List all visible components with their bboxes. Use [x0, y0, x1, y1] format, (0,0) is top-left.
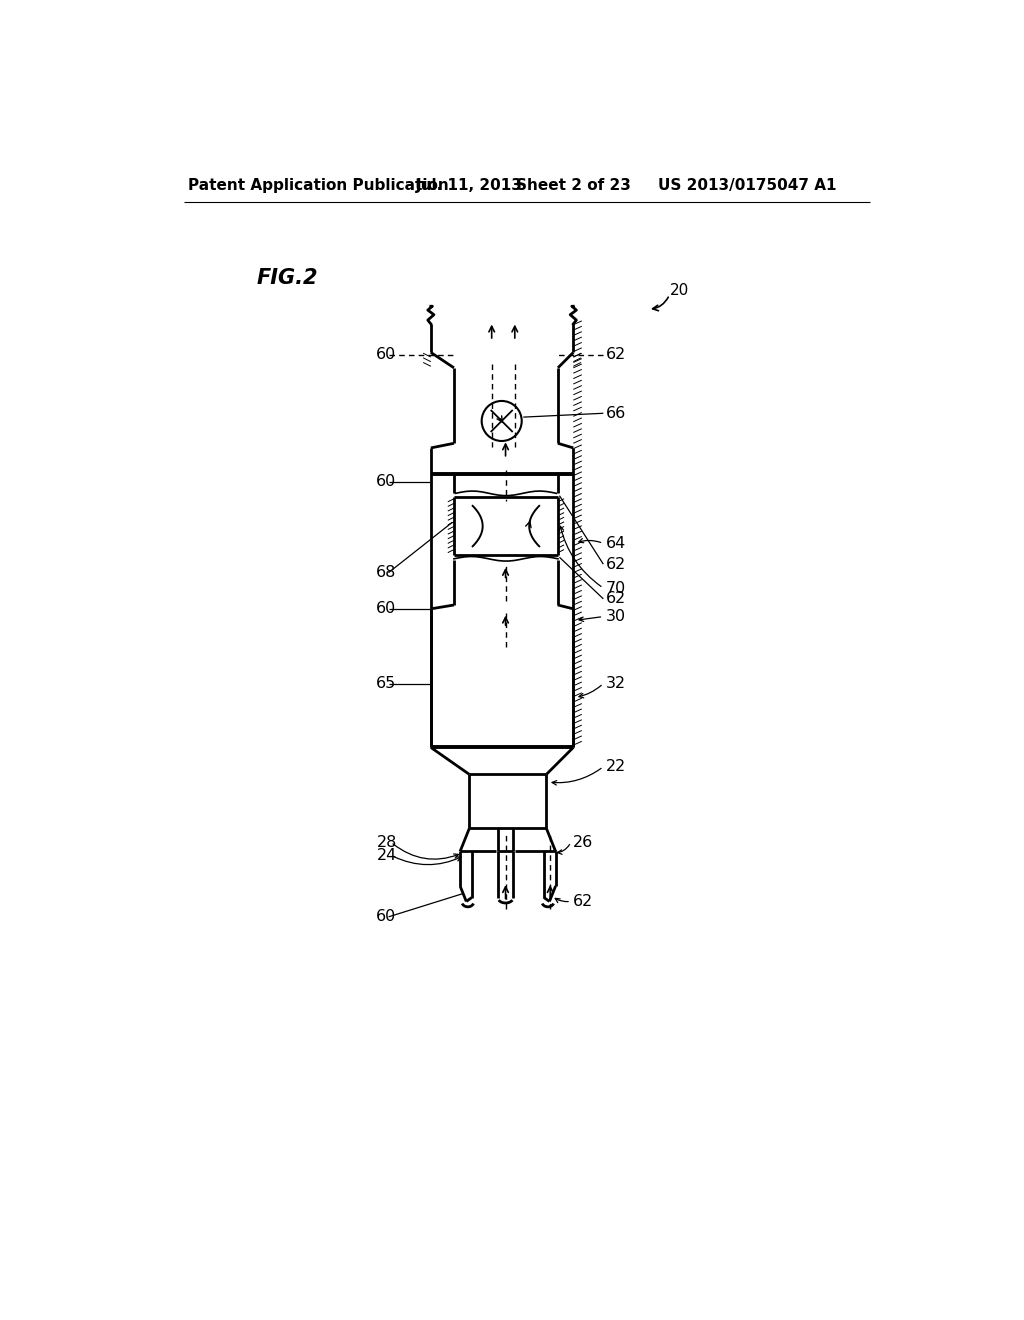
- Text: 60: 60: [376, 909, 395, 924]
- Text: 64: 64: [605, 536, 626, 550]
- FancyArrowPatch shape: [579, 616, 601, 622]
- Text: Sheet 2 of 23: Sheet 2 of 23: [515, 178, 631, 193]
- FancyArrowPatch shape: [652, 297, 669, 310]
- Text: 68: 68: [376, 565, 396, 581]
- Text: 22: 22: [605, 759, 626, 775]
- Text: 30: 30: [605, 609, 626, 624]
- FancyArrowPatch shape: [557, 845, 569, 854]
- FancyArrowPatch shape: [393, 843, 459, 859]
- Text: 60: 60: [376, 474, 395, 490]
- FancyArrowPatch shape: [552, 768, 601, 785]
- Text: 66: 66: [605, 405, 626, 421]
- Text: 32: 32: [605, 676, 626, 692]
- Text: 28: 28: [377, 834, 397, 850]
- Text: US 2013/0175047 A1: US 2013/0175047 A1: [658, 178, 837, 193]
- Text: 65: 65: [376, 676, 395, 692]
- FancyArrowPatch shape: [559, 527, 601, 586]
- Text: 20: 20: [670, 284, 689, 298]
- Text: 62: 62: [573, 894, 594, 909]
- FancyArrowPatch shape: [579, 539, 601, 543]
- Text: Patent Application Publication: Patent Application Publication: [188, 178, 450, 193]
- Text: 60: 60: [376, 347, 395, 362]
- FancyArrowPatch shape: [393, 857, 461, 865]
- Text: FIG.2: FIG.2: [256, 268, 317, 288]
- Text: 62: 62: [605, 557, 626, 572]
- Text: 62: 62: [605, 591, 626, 606]
- Text: Jul. 11, 2013: Jul. 11, 2013: [416, 178, 522, 193]
- Text: 70: 70: [605, 581, 626, 595]
- Text: 60: 60: [376, 602, 395, 616]
- Text: 24: 24: [377, 847, 397, 863]
- Text: 62: 62: [605, 347, 626, 362]
- Text: 26: 26: [573, 834, 594, 850]
- FancyArrowPatch shape: [579, 685, 601, 698]
- FancyArrowPatch shape: [555, 899, 568, 903]
